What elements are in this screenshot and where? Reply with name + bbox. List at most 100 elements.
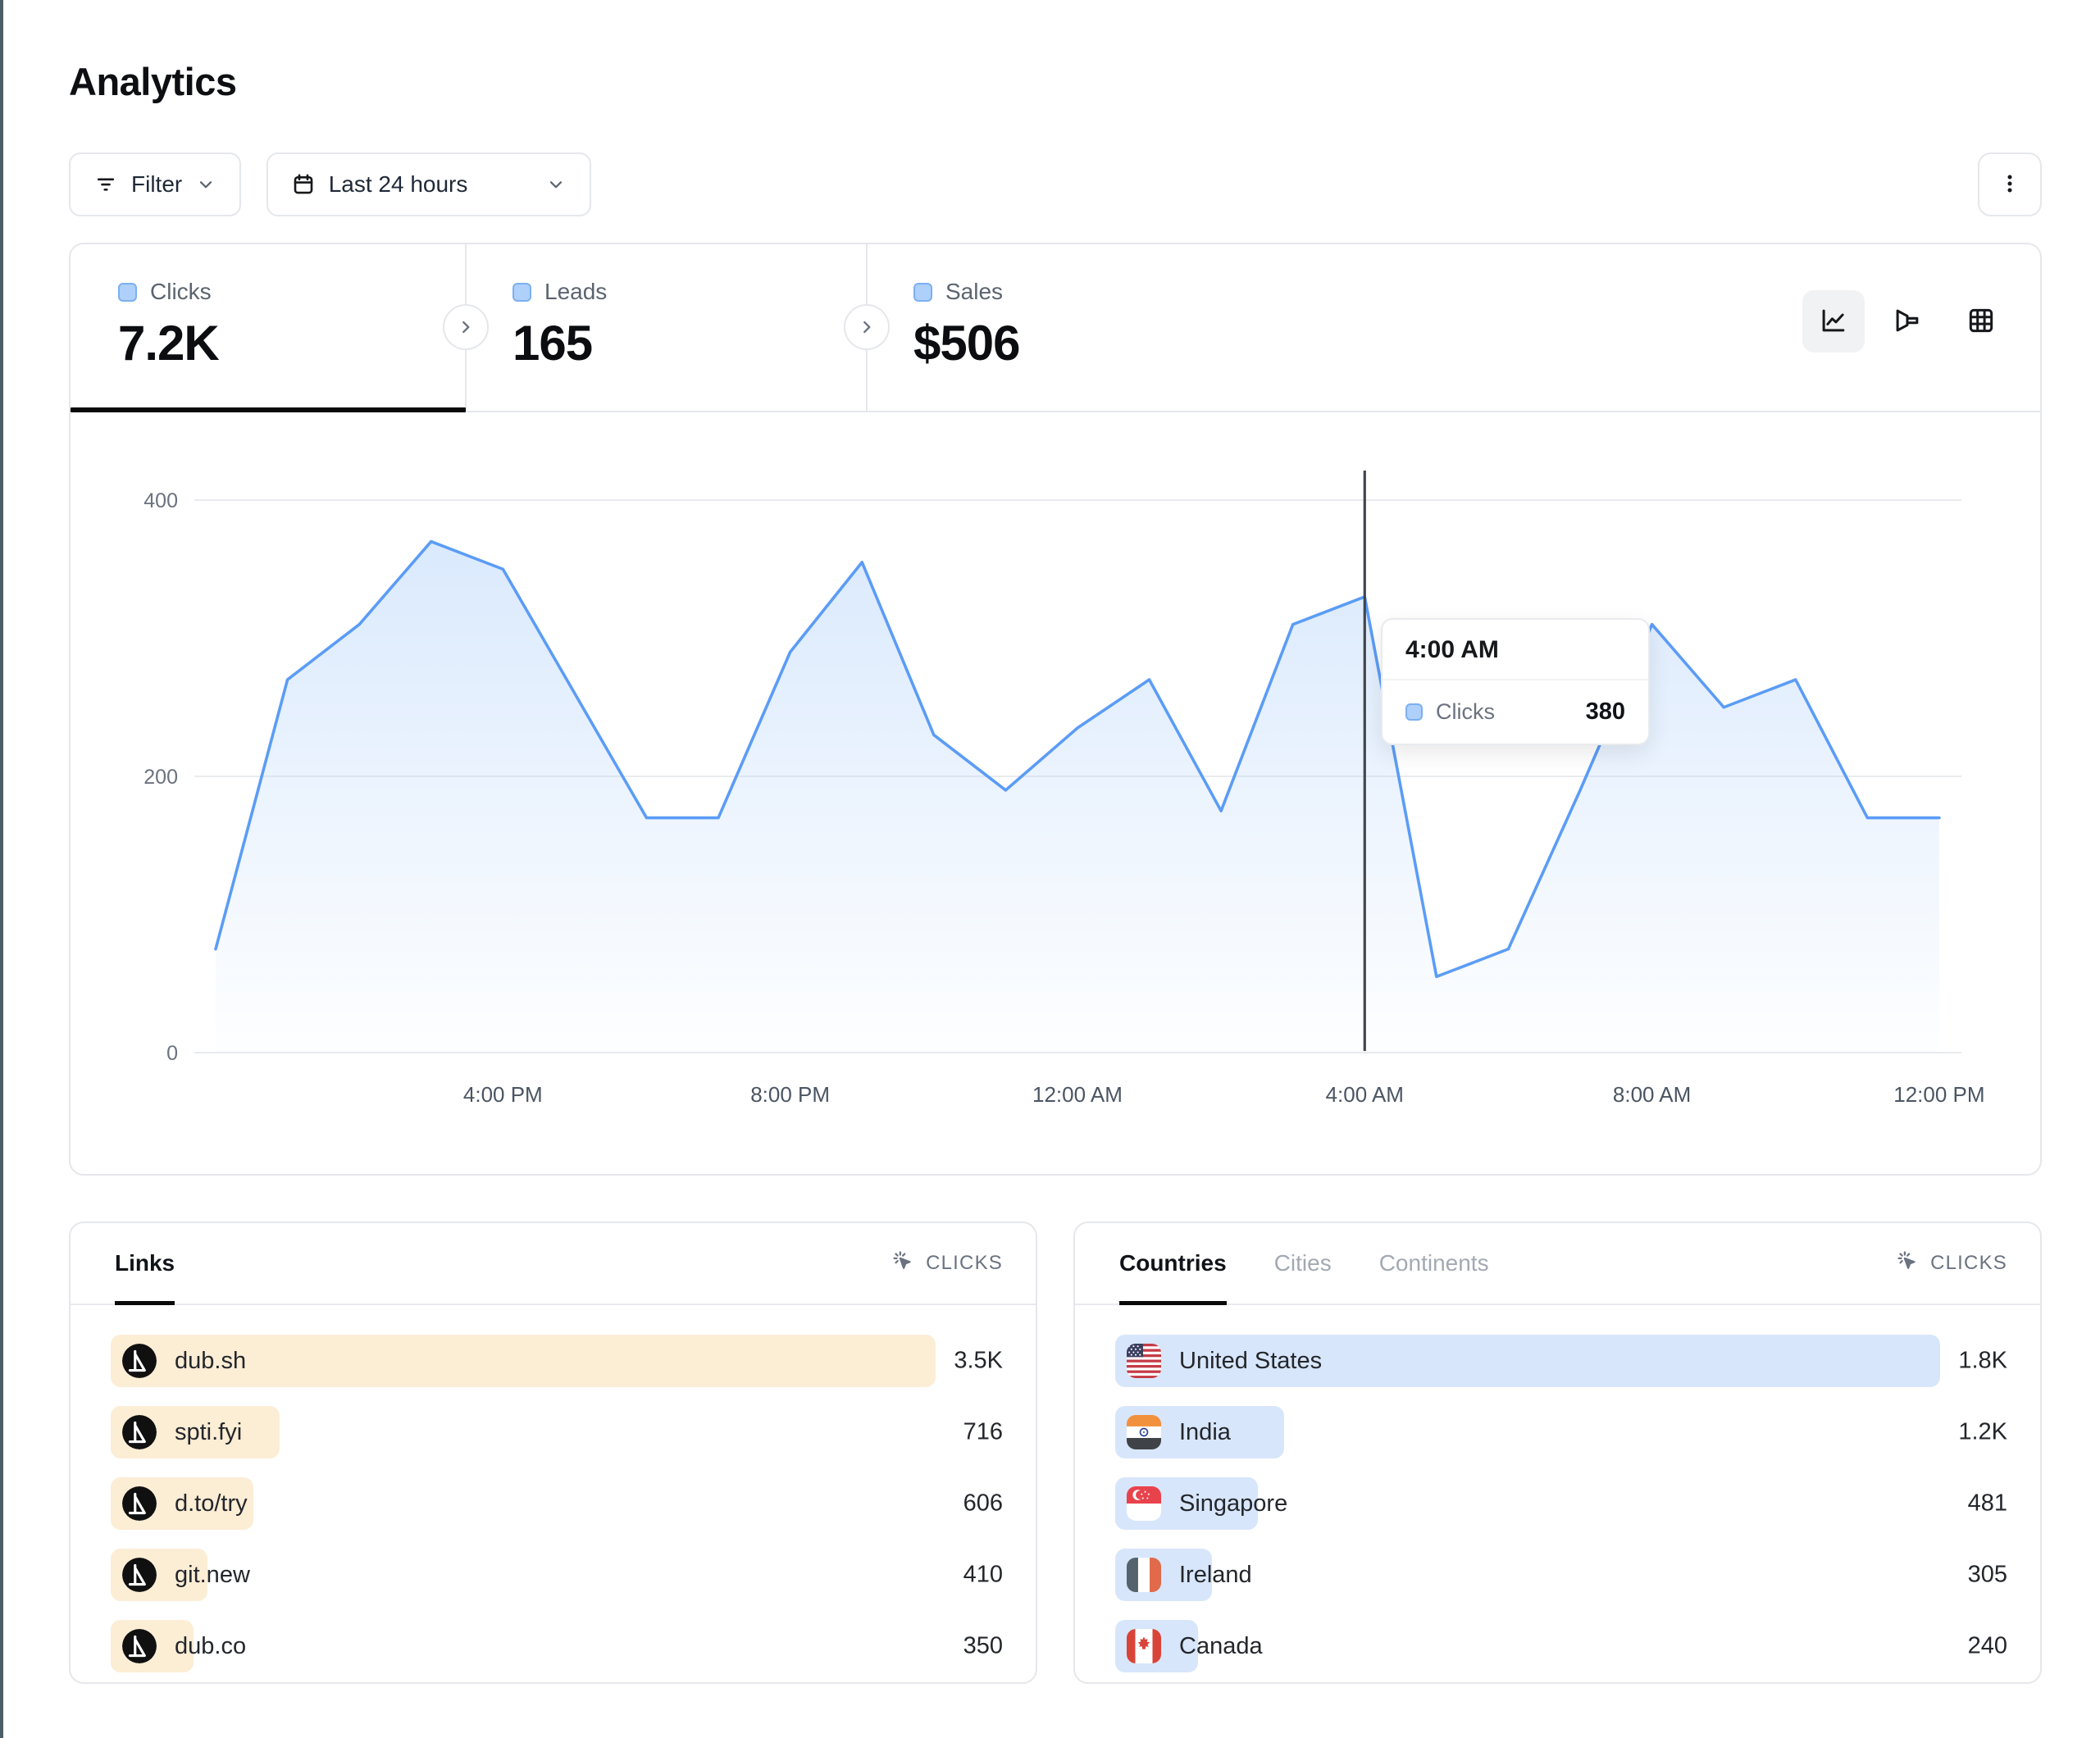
sales-legend-square-icon [913, 282, 932, 302]
clicks-chart[interactable]: 0 200 400 4:00 PM 8:00 PM 12:00 AM 4:00 AM 8:00… [71, 428, 2039, 1133]
stat-label: Sales [945, 279, 1004, 304]
links-card: Links CLICKS dub.sh 3.5K spti.fyi 716 d.to/t… [69, 1222, 1037, 1684]
funnel-icon [1892, 305, 1923, 339]
tab-leads[interactable]: Leads 165 [465, 244, 866, 411]
tooltip-time: 4:00 AM [1383, 620, 1648, 680]
row-label: git.new [175, 1561, 250, 1588]
row-label: spti.fyi [175, 1418, 243, 1445]
row-value: 716 [963, 1418, 1003, 1445]
link-row[interactable]: d.to/try 606 [111, 1477, 1003, 1530]
x-axis-tick: 4:00 AM [1326, 1082, 1404, 1107]
breakdown-cards: Links CLICKS dub.sh 3.5K spti.fyi 716 d.to/t… [69, 1222, 2042, 1684]
dub-logo-icon [122, 1558, 157, 1592]
dub-logo-icon [122, 1415, 157, 1449]
chevron-down-icon [545, 174, 567, 195]
country-row[interactable]: India 1.2K [1115, 1406, 2007, 1458]
row-label: d.to/try [175, 1490, 248, 1517]
clicks-legend-square-icon [1405, 703, 1423, 721]
row-value: 1.8K [1958, 1347, 2007, 1374]
stat-value: 165 [512, 316, 593, 371]
line-chart-icon [1818, 305, 1849, 339]
tab-countries[interactable]: Countries [1119, 1223, 1227, 1305]
row-value: 1.2K [1958, 1418, 2007, 1445]
country-row[interactable]: Singapore 481 [1115, 1477, 2007, 1530]
tab-continents[interactable]: Continents [1378, 1250, 1489, 1276]
link-row[interactable]: git.new 410 [111, 1549, 1003, 1601]
date-range-label: Last 24 hours [328, 171, 468, 197]
dub-logo-icon [122, 1486, 157, 1521]
canada-flag-icon [1127, 1629, 1161, 1663]
dub-logo-icon [122, 1344, 157, 1378]
links-metric-selector[interactable]: CLICKS [891, 1249, 1003, 1279]
stats-tabs-row: Clicks 7.2K Leads 165 Sales $506 [71, 244, 2040, 412]
row-value: 240 [1967, 1632, 2007, 1659]
analytics-card: Clicks 7.2K Leads 165 Sales $506 [69, 243, 2042, 1176]
expand-sales-button[interactable] [844, 304, 890, 350]
countries-rows: United States 1.8K India 1.2K Singapore 481 Ir… [1075, 1305, 2040, 1672]
row-label: United States [1179, 1347, 1323, 1374]
india-flag-icon [1127, 1415, 1161, 1449]
tab-sales[interactable]: Sales $506 [866, 244, 1276, 411]
active-tab-underline [71, 407, 466, 412]
links-rows: dub.sh 3.5K spti.fyi 716 d.to/try 606 git.new 4… [71, 1305, 1036, 1672]
dub-logo-icon [122, 1629, 157, 1663]
x-axis-tick: 12:00 AM [1032, 1082, 1123, 1107]
x-axis-tick: 12:00 PM [1893, 1082, 1984, 1107]
metric-label: CLICKS [926, 1252, 1003, 1274]
stat-label: Leads [544, 279, 608, 304]
country-row[interactable]: Ireland 305 [1115, 1549, 2007, 1601]
filter-icon [93, 172, 118, 197]
row-value: 410 [963, 1561, 1003, 1588]
y-axis-tick: 0 [166, 1042, 178, 1065]
filter-button[interactable]: Filter [69, 152, 242, 216]
expand-leads-button[interactable] [443, 304, 489, 350]
row-label: dub.co [175, 1632, 247, 1659]
area-fill [216, 541, 1939, 1053]
stat-label: Clicks [150, 279, 212, 304]
filter-button-label: Filter [131, 171, 183, 197]
stat-value: 7.2K [118, 316, 220, 371]
usage-bar [1115, 1335, 1941, 1387]
date-range-button[interactable]: Last 24 hours [266, 152, 591, 216]
country-row[interactable]: Canada 240 [1115, 1620, 2007, 1672]
usage-bar [111, 1335, 936, 1387]
row-label: Singapore [1179, 1490, 1288, 1517]
row-value: 350 [963, 1632, 1003, 1659]
page-title: Analytics [69, 60, 237, 103]
funnel-view-button[interactable] [1876, 290, 1938, 353]
line-chart-view-button[interactable] [1802, 290, 1865, 353]
table-view-button[interactable] [1950, 290, 2012, 353]
row-label: Ireland [1179, 1561, 1252, 1588]
row-value: 3.5K [954, 1347, 1003, 1374]
row-label: India [1179, 1418, 1231, 1445]
window-edge-strip [0, 0, 3, 1738]
cursor-click-icon [1895, 1249, 1920, 1279]
link-row[interactable]: dub.co 350 [111, 1620, 1003, 1672]
y-axis-tick: 200 [143, 766, 178, 789]
row-value: 481 [1967, 1490, 2007, 1517]
y-axis-tick: 400 [143, 489, 178, 512]
country-row[interactable]: United States 1.8K [1115, 1335, 2007, 1387]
stat-value: $506 [913, 316, 1020, 371]
x-axis-tick: 8:00 PM [750, 1082, 830, 1107]
grid-icon [1966, 305, 1997, 339]
ireland-flag-icon [1127, 1558, 1161, 1592]
more-options-button[interactable] [1978, 152, 2042, 216]
link-row[interactable]: spti.fyi 716 [111, 1406, 1003, 1458]
tab-cities[interactable]: Cities [1273, 1250, 1332, 1276]
chart-view-toggles [1802, 290, 2012, 353]
row-label: Canada [1179, 1632, 1263, 1659]
tab-clicks[interactable]: Clicks 7.2K [71, 244, 465, 411]
countries-metric-selector[interactable]: CLICKS [1895, 1249, 2007, 1279]
tab-links[interactable]: Links [115, 1223, 175, 1305]
calendar-icon [291, 172, 316, 197]
us-flag-icon [1127, 1344, 1161, 1378]
tooltip-value: 380 [1585, 698, 1625, 725]
link-row[interactable]: dub.sh 3.5K [111, 1335, 1003, 1387]
metric-label: CLICKS [1930, 1252, 2007, 1274]
x-axis-tick: 4:00 PM [463, 1082, 543, 1107]
clicks-line [214, 539, 1941, 979]
toolbar: Filter Last 24 hours [69, 152, 2042, 216]
singapore-flag-icon [1127, 1486, 1161, 1521]
